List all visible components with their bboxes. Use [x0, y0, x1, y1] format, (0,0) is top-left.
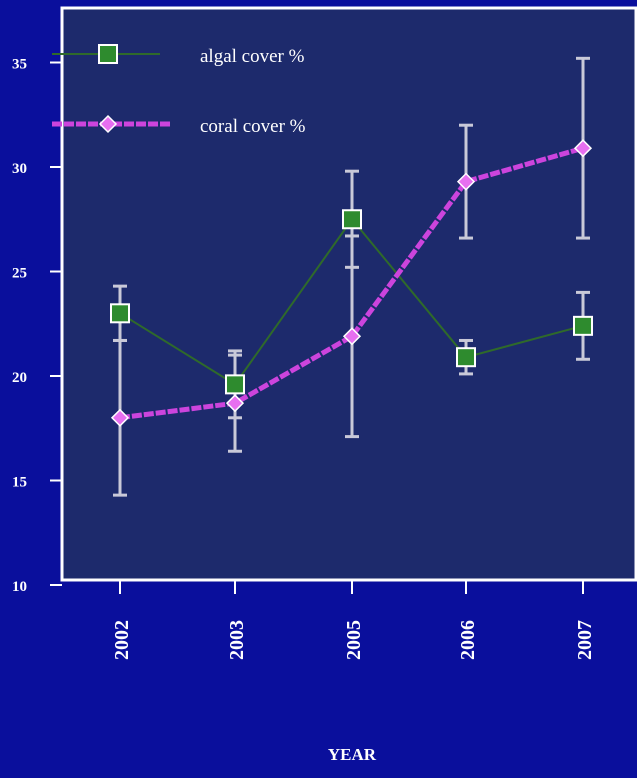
x-tick-label: 2006 — [457, 620, 479, 660]
coral-point — [573, 139, 593, 158]
legend-algal-marker — [98, 44, 118, 64]
y-tick-label: 25 — [12, 266, 27, 282]
algal-point — [456, 347, 476, 368]
y-tick-label: 35 — [12, 57, 27, 73]
coral-series-line — [119, 145, 584, 421]
plot-area — [60, 6, 637, 582]
algal-point — [225, 374, 245, 395]
y-tick-label: 10 — [12, 579, 27, 595]
x-axis-title: YEAR — [328, 745, 377, 764]
x-tick-label: 2007 — [574, 620, 596, 660]
algal-point — [342, 209, 362, 230]
coral-point — [225, 394, 245, 413]
y-tick-label: 30 — [12, 161, 27, 177]
legend-algal-label: algal cover % — [200, 46, 305, 67]
y-tick-label: 20 — [12, 370, 27, 386]
coral-point — [342, 327, 362, 346]
coral-point — [110, 408, 130, 427]
x-tick-label: 2002 — [111, 620, 133, 660]
legend-coral-label: coral cover % — [200, 116, 306, 137]
y-tick-label: 15 — [12, 475, 27, 491]
x-tick-label: 2003 — [226, 620, 248, 660]
legend-coral-marker — [98, 114, 118, 134]
coral-point — [456, 172, 476, 191]
x-tick-label: 2005 — [343, 620, 365, 660]
algal-point — [573, 315, 593, 336]
algal-point — [110, 303, 130, 324]
